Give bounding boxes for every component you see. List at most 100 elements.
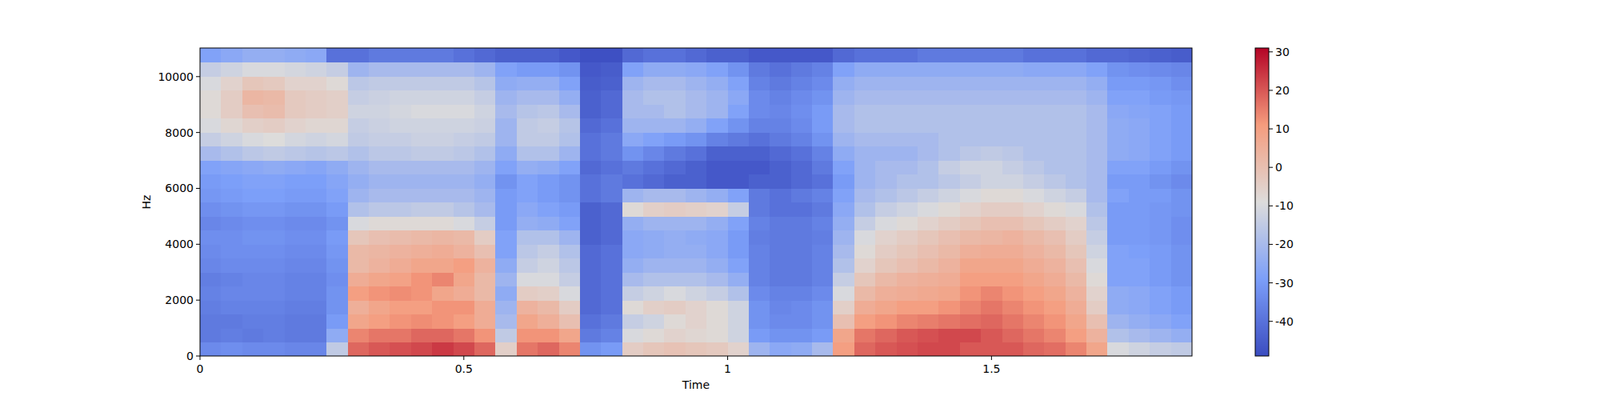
cell (368, 272, 391, 287)
cell (960, 188, 982, 203)
cell (791, 174, 813, 189)
cell (348, 314, 370, 329)
cell (220, 90, 243, 105)
cell (812, 272, 834, 287)
cell (305, 258, 328, 273)
cell (1128, 174, 1151, 189)
cell (728, 342, 750, 356)
cell (411, 300, 433, 315)
cell (600, 342, 623, 356)
cell (980, 160, 1003, 175)
cell (1002, 188, 1024, 203)
cell (748, 188, 771, 203)
cell (220, 244, 243, 259)
cell (791, 118, 813, 133)
cell (706, 286, 728, 301)
cell (706, 76, 728, 91)
cell (769, 104, 792, 119)
cell (600, 328, 623, 343)
cell (1023, 286, 1045, 301)
cell (854, 48, 876, 63)
cell (832, 230, 855, 245)
cell (769, 188, 792, 203)
cell (305, 286, 328, 301)
cell (284, 328, 307, 343)
cell (516, 314, 539, 329)
cell (305, 48, 328, 63)
cell (389, 342, 412, 356)
cell (1171, 216, 1192, 231)
cell (305, 188, 328, 203)
cell (812, 62, 834, 77)
cell (1044, 48, 1066, 63)
cell (685, 188, 708, 203)
cell (1086, 48, 1108, 63)
cell (917, 342, 940, 356)
cell (242, 132, 264, 147)
cell (368, 174, 391, 189)
cell (980, 258, 1003, 273)
cell (1107, 300, 1129, 315)
cell (812, 118, 834, 133)
cell (875, 76, 897, 91)
cell (474, 118, 496, 133)
cell (622, 272, 644, 287)
cell (938, 258, 960, 273)
cell (432, 48, 454, 63)
cell (938, 188, 960, 203)
cell (411, 230, 433, 245)
cell (580, 104, 602, 119)
cell (305, 328, 328, 343)
cell (1171, 48, 1192, 63)
cell (263, 342, 285, 356)
cell (600, 90, 623, 105)
cell (1107, 174, 1129, 189)
cell (875, 258, 897, 273)
cell (1128, 118, 1151, 133)
cell (1086, 104, 1108, 119)
cell (1065, 342, 1088, 356)
cell (769, 202, 792, 217)
cell (1023, 328, 1045, 343)
cell (348, 202, 370, 217)
cell (305, 62, 328, 77)
cell (537, 132, 560, 147)
cell (1065, 272, 1088, 287)
cell (411, 202, 433, 217)
cell (980, 230, 1003, 245)
cell (769, 118, 792, 133)
cell (368, 188, 391, 203)
cell (812, 314, 834, 329)
cell (832, 62, 855, 77)
cell (559, 244, 581, 259)
cell (748, 48, 771, 63)
cell (854, 104, 876, 119)
cell (200, 216, 222, 231)
cell (284, 76, 307, 91)
cell (938, 342, 960, 356)
cell (1044, 174, 1066, 189)
cell (748, 76, 771, 91)
colorbar-tick (1268, 89, 1273, 91)
cell (600, 216, 623, 231)
cell (1149, 300, 1172, 315)
cell (1086, 286, 1108, 301)
cell (389, 286, 412, 301)
cell (685, 48, 708, 63)
cell (643, 328, 665, 343)
cell (875, 104, 897, 119)
cell (812, 202, 834, 217)
cell (1107, 132, 1129, 147)
x-tick (727, 356, 728, 360)
colorbar (1255, 48, 1269, 356)
cell (706, 62, 728, 77)
cell (938, 48, 960, 63)
cell (1002, 300, 1024, 315)
cell (348, 342, 370, 356)
cell (432, 188, 454, 203)
cell (938, 146, 960, 161)
cell (495, 258, 517, 273)
cell (812, 300, 834, 315)
cell (348, 132, 370, 147)
cell (580, 272, 602, 287)
